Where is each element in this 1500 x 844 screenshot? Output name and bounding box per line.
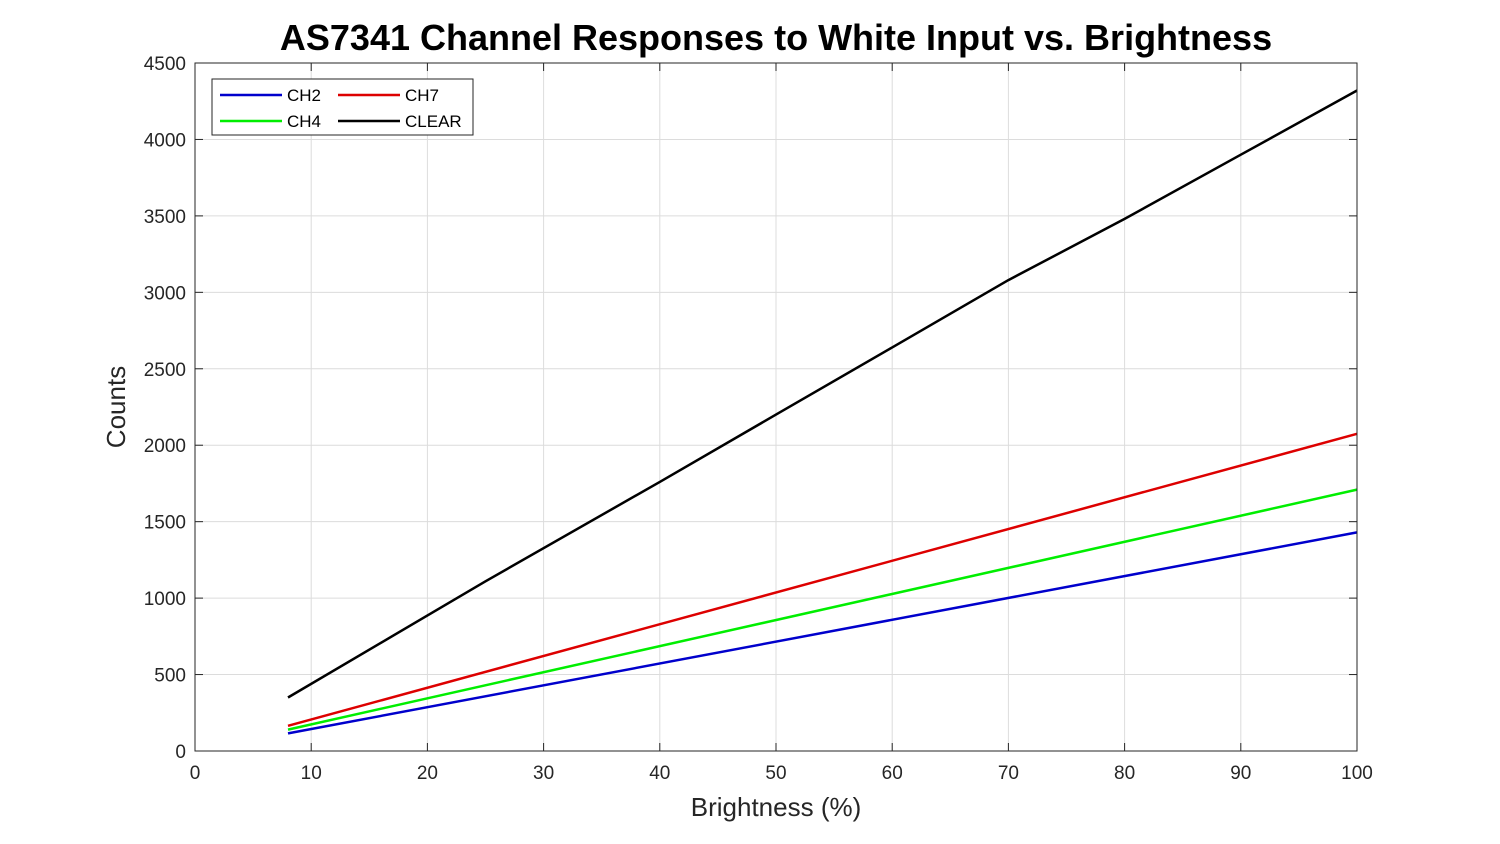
y-tick-label: 1000 [144, 589, 186, 610]
y-tick-label: 3500 [144, 207, 186, 228]
x-tick-label: 0 [190, 763, 201, 784]
y-tick-label: 0 [175, 742, 186, 763]
y-tick-label: 500 [154, 666, 186, 687]
series-line-clear [287, 89, 1358, 699]
series-line-ch2 [287, 531, 1358, 735]
legend-label: CLEAR [405, 112, 462, 131]
series-line-ch4 [287, 488, 1358, 731]
legend-label: CH7 [405, 86, 439, 105]
chart-title: AS7341 Channel Responses to White Input … [280, 17, 1272, 58]
series-group [287, 89, 1358, 735]
x-axis-label: Brightness (%) [691, 792, 862, 822]
y-axis-label: Counts [101, 366, 131, 448]
x-tick-label: 80 [1114, 763, 1135, 784]
x-tick-label: 70 [998, 763, 1019, 784]
x-tick-label: 40 [649, 763, 670, 784]
x-tick-label: 30 [533, 763, 554, 784]
x-tick-label: 90 [1230, 763, 1251, 784]
ticks [194, 62, 1358, 752]
x-tick-label: 100 [1341, 763, 1373, 784]
y-tick-label: 3000 [144, 283, 186, 304]
series-line-ch7 [287, 432, 1358, 728]
x-tick-label: 20 [417, 763, 438, 784]
legend-label: CH2 [287, 86, 321, 105]
y-tick-label: 4000 [144, 130, 186, 151]
x-tick-label: 50 [765, 763, 786, 784]
x-tick-label: 60 [882, 763, 903, 784]
legend-box [211, 78, 474, 136]
legend-label: CH4 [287, 112, 321, 131]
legend: CH2 CH4 CH7 CLEAR [211, 78, 474, 136]
y-tick-label: 1500 [144, 513, 186, 534]
tick-labels: 0 10 20 30 40 50 60 70 80 90 100050010001500200025… [144, 54, 1373, 784]
y-tick-label: 2500 [144, 360, 186, 381]
y-tick-label: 2000 [144, 436, 186, 457]
x-tick-label: 10 [301, 763, 322, 784]
y-tick-label: 4500 [144, 54, 186, 75]
